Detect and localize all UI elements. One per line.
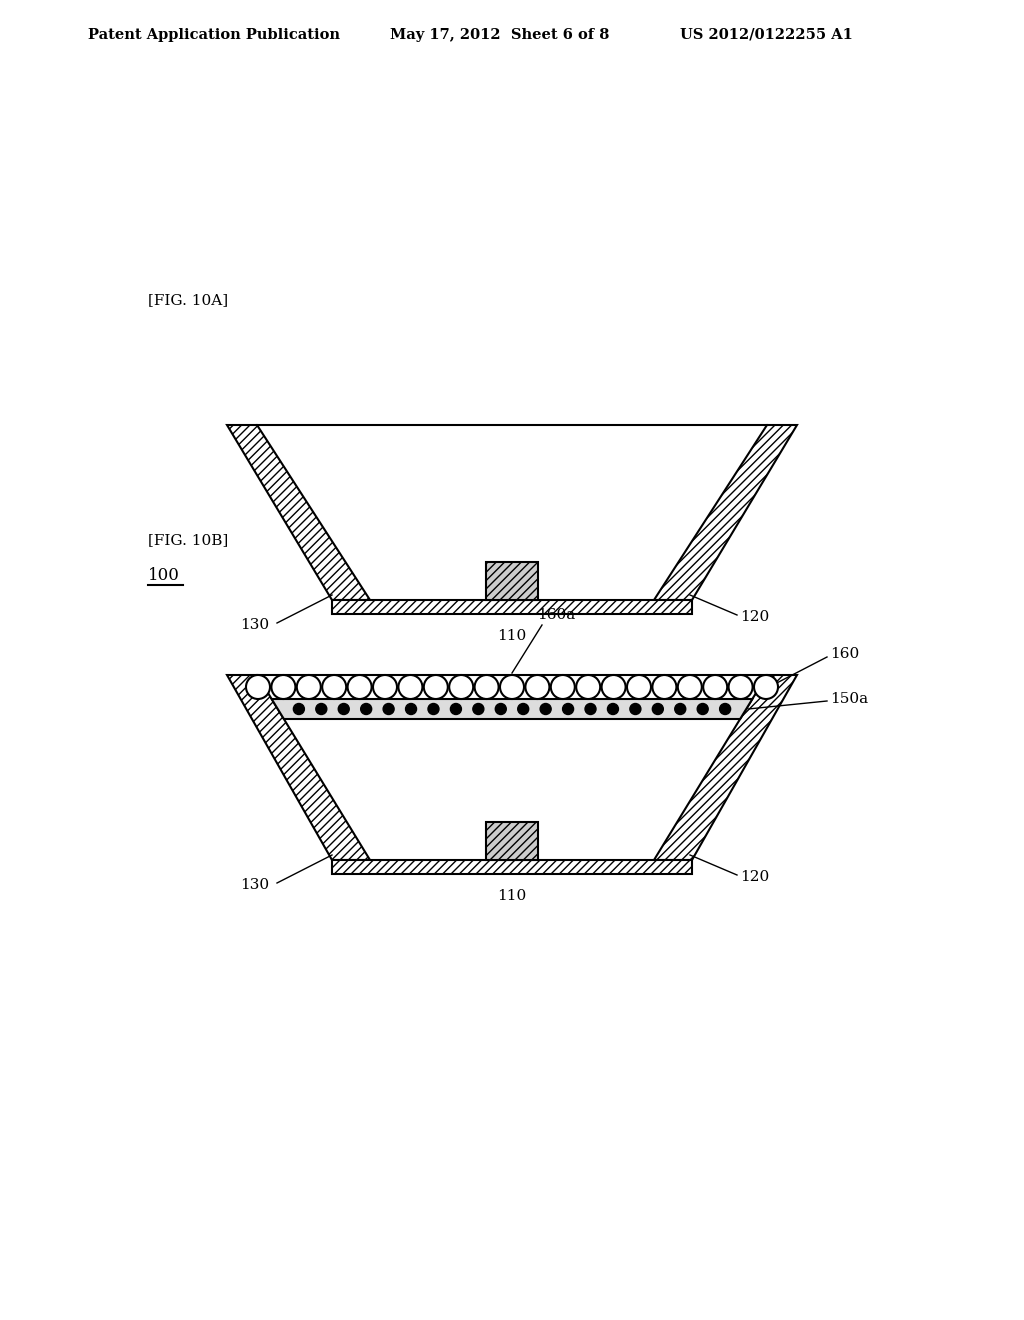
Text: 150a: 150a [830, 692, 868, 706]
Circle shape [697, 704, 709, 714]
Circle shape [451, 704, 462, 714]
Text: [FIG. 10A]: [FIG. 10A] [148, 293, 228, 308]
Circle shape [627, 675, 651, 700]
Circle shape [360, 704, 372, 714]
Text: 160: 160 [830, 647, 859, 661]
Text: May 17, 2012  Sheet 6 of 8: May 17, 2012 Sheet 6 of 8 [390, 28, 609, 42]
Text: Patent Application Publication: Patent Application Publication [88, 28, 340, 42]
Circle shape [293, 704, 304, 714]
Circle shape [585, 704, 596, 714]
Text: 100: 100 [148, 566, 180, 583]
Circle shape [406, 704, 417, 714]
Circle shape [678, 675, 701, 700]
Text: 130: 130 [240, 618, 269, 632]
Polygon shape [654, 675, 797, 861]
Circle shape [271, 675, 295, 700]
Circle shape [373, 675, 397, 700]
Circle shape [601, 675, 626, 700]
Circle shape [720, 704, 731, 714]
Circle shape [338, 704, 349, 714]
Circle shape [500, 675, 524, 700]
Polygon shape [227, 425, 370, 601]
Circle shape [428, 704, 439, 714]
Circle shape [450, 675, 473, 700]
Circle shape [473, 704, 484, 714]
Circle shape [540, 704, 551, 714]
Polygon shape [486, 822, 538, 861]
Circle shape [652, 675, 677, 700]
Polygon shape [227, 675, 370, 861]
Circle shape [577, 675, 600, 700]
Circle shape [496, 704, 506, 714]
Polygon shape [654, 425, 797, 601]
Circle shape [297, 675, 321, 700]
Text: 120: 120 [740, 610, 769, 624]
Circle shape [518, 704, 528, 714]
Text: [FIG. 10B]: [FIG. 10B] [148, 533, 228, 546]
Circle shape [607, 704, 618, 714]
Circle shape [424, 675, 447, 700]
Circle shape [323, 675, 346, 700]
Text: 110: 110 [498, 630, 526, 643]
Circle shape [551, 675, 574, 700]
Circle shape [675, 704, 686, 714]
Circle shape [525, 675, 550, 700]
Circle shape [729, 675, 753, 700]
Polygon shape [271, 700, 753, 719]
Circle shape [315, 704, 327, 714]
Text: 120: 120 [740, 870, 769, 884]
Circle shape [754, 675, 778, 700]
Polygon shape [332, 601, 692, 614]
Circle shape [562, 704, 573, 714]
Circle shape [474, 675, 499, 700]
Polygon shape [486, 562, 538, 601]
Circle shape [703, 675, 727, 700]
Circle shape [347, 675, 372, 700]
Circle shape [652, 704, 664, 714]
Circle shape [398, 675, 422, 700]
Circle shape [383, 704, 394, 714]
Text: US 2012/0122255 A1: US 2012/0122255 A1 [680, 28, 853, 42]
Circle shape [246, 675, 270, 700]
Circle shape [630, 704, 641, 714]
Text: 160a: 160a [537, 609, 575, 622]
Text: 130: 130 [240, 878, 269, 892]
Polygon shape [332, 861, 692, 874]
Text: 110: 110 [498, 888, 526, 903]
